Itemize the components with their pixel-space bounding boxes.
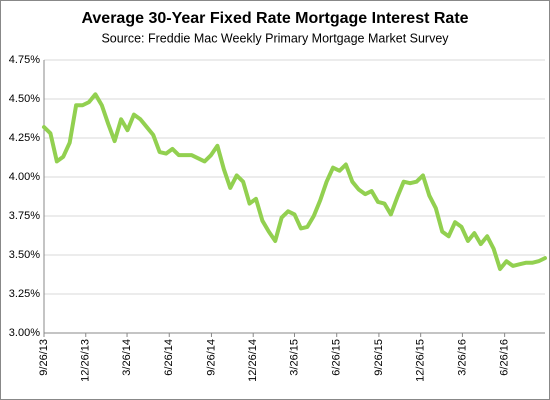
y-tick-label: 3.25% bbox=[9, 288, 40, 300]
x-tick-label: 3/26/14 bbox=[121, 339, 133, 376]
y-tick-label: 4.75% bbox=[9, 54, 40, 66]
chart-title: Average 30-Year Fixed Rate Mortgage Inte… bbox=[81, 10, 468, 27]
y-tick-label: 3.50% bbox=[9, 249, 40, 261]
x-tick-label: 9/26/13 bbox=[38, 339, 50, 376]
y-tick-label: 4.00% bbox=[9, 171, 40, 183]
x-tick-label: 9/26/14 bbox=[205, 339, 217, 376]
data-line bbox=[42, 92, 547, 272]
x-tick-label: 6/26/16 bbox=[499, 339, 511, 376]
y-tick-label: 3.75% bbox=[9, 210, 40, 222]
x-tick-label: 12/26/13 bbox=[80, 339, 92, 382]
x-tick-label: 3/26/16 bbox=[456, 339, 468, 376]
x-tick-label: 6/26/14 bbox=[163, 339, 175, 376]
y-tick-label: 4.50% bbox=[9, 93, 40, 105]
x-tick-label: 9/26/15 bbox=[373, 339, 385, 376]
x-tick-label: 12/26/14 bbox=[247, 339, 259, 382]
chart-subtitle: Source: Freddie Mac Weekly Primary Mortg… bbox=[101, 31, 449, 45]
x-tick-label: 12/26/15 bbox=[415, 339, 427, 382]
x-tick-label: 6/26/15 bbox=[331, 339, 343, 376]
y-tick-label: 3.00% bbox=[9, 327, 40, 339]
y-tick-label: 4.25% bbox=[9, 132, 40, 144]
x-tick-label: 3/26/15 bbox=[288, 339, 300, 376]
